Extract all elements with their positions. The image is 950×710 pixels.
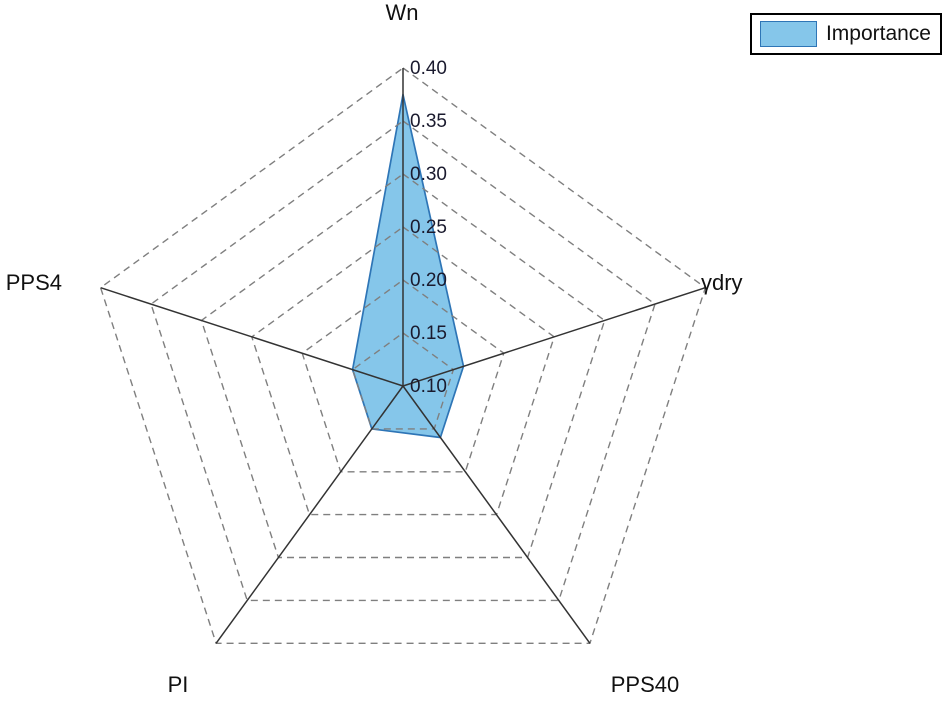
axis-label-pi: PI: [167, 672, 189, 697]
axis-spoke-PPS40: [402, 385, 591, 644]
legend-swatch-importance: [759, 21, 817, 47]
legend-label: Importance: [825, 22, 931, 45]
radial-tick-label: 0.30: [410, 164, 447, 185]
radial-tick-label: 0.15: [410, 323, 447, 344]
legend: Importance: [749, 13, 942, 55]
radial-tick-label: 0.20: [410, 270, 447, 291]
grid-ring: [150, 120, 656, 602]
grid-ring: [301, 279, 505, 473]
axis-label-pps4: PPS4: [5, 270, 62, 295]
radial-tick-label: 0.10: [410, 376, 447, 397]
radial-tick-label: 0.40: [410, 58, 447, 79]
axis-spoke-PPS4: [100, 286, 404, 387]
grid-ring: [351, 332, 455, 430]
axis-label-pps40: PPS40: [610, 672, 680, 697]
axis-spoke-PI: [215, 385, 404, 644]
axis-label-wn: Wn: [385, 0, 419, 25]
grid-ring: [200, 173, 606, 559]
radial-tick-label: 0.35: [410, 111, 447, 132]
axis-label-ydry: γdry: [701, 270, 743, 295]
radial-tick-label: 0.25: [410, 217, 447, 238]
importance-series-polygon: [351, 93, 465, 439]
axis-spoke-γdry: [402, 286, 706, 387]
